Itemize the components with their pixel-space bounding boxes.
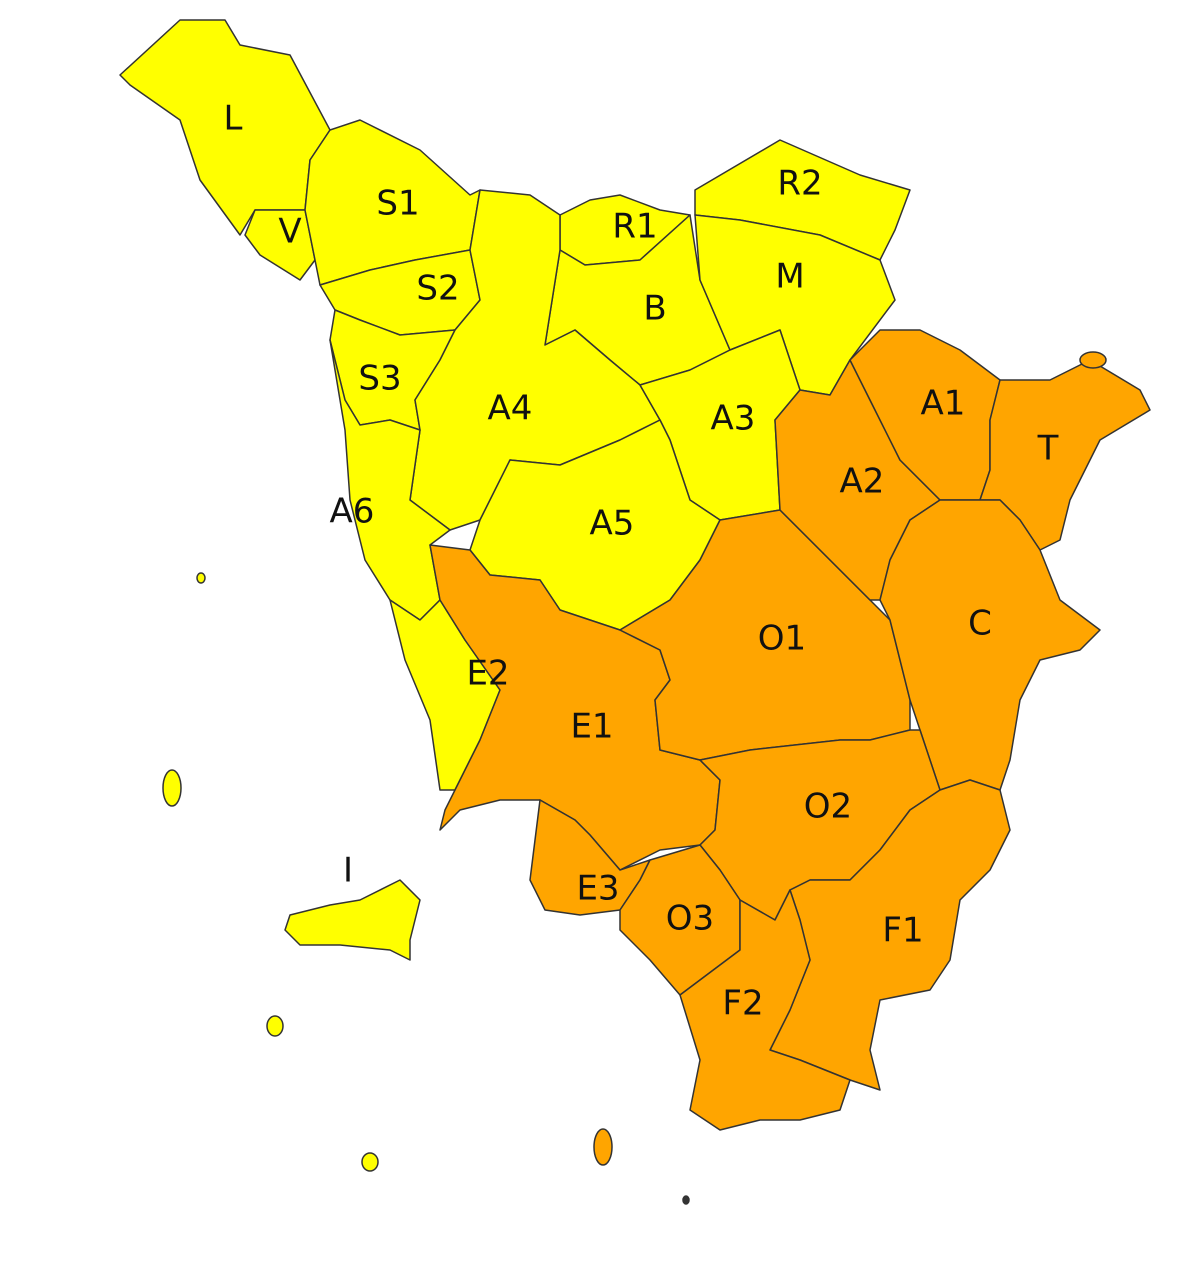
islet [196, 572, 206, 584]
islet [162, 769, 182, 807]
zone-label: A6 [330, 492, 375, 532]
zone-label: A4 [488, 389, 533, 429]
zone-label: B [643, 289, 666, 329]
zone-label: O1 [758, 619, 806, 659]
zone-area [284, 879, 421, 961]
zone-label: A5 [590, 504, 635, 544]
zone-label: S3 [358, 359, 401, 399]
zone-area [429, 544, 721, 871]
zone-label: L [224, 99, 243, 139]
islands [162, 351, 1107, 1205]
zone-label: R1 [612, 207, 657, 247]
zone-label: C [968, 604, 992, 644]
islet [266, 1015, 284, 1037]
islet [682, 1195, 690, 1205]
zone-label: F2 [722, 984, 763, 1024]
zone-label: S1 [376, 184, 419, 224]
zone-area [879, 499, 1101, 791]
zone-label: T [1037, 429, 1059, 469]
zone-label: R2 [777, 164, 822, 204]
zone-label: A2 [840, 462, 885, 502]
islet [593, 1128, 613, 1166]
zone-area [679, 889, 851, 1131]
islet [1079, 351, 1107, 369]
zone-label: M [775, 257, 804, 297]
zone-label: O2 [804, 787, 852, 827]
zone-label: E2 [466, 654, 509, 694]
islet [361, 1152, 379, 1172]
zone-area [979, 359, 1151, 551]
zone-label: S2 [416, 269, 459, 309]
zones [119, 19, 1151, 1131]
zone-label: E1 [570, 707, 613, 747]
zone-label: A3 [711, 399, 756, 439]
zone-label: V [278, 212, 301, 252]
zone-label: F1 [882, 911, 923, 951]
zone-label: O3 [666, 899, 714, 939]
zone-label: I [343, 851, 353, 891]
zone-label: A1 [921, 384, 966, 424]
zone-label: E3 [576, 869, 619, 909]
zone-labels: L V S1 S2 R1 B R2 M S3 A4 A3 A6 A5 E2 E1 O1 A2 A1 T C O2 E3 O3… [224, 99, 1059, 1024]
